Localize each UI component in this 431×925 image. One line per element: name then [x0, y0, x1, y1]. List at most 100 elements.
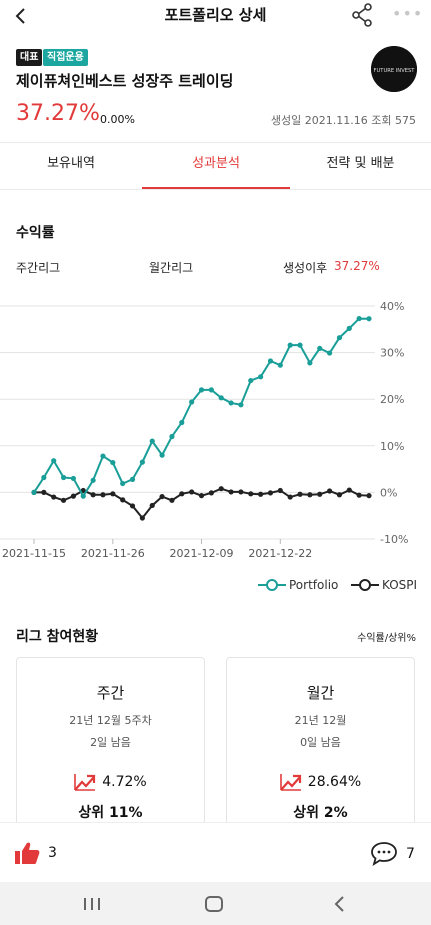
data-point-portfolio: [70, 475, 77, 482]
data-point-portfolio: [248, 377, 254, 384]
legend-kospi[interactable]: KOSPI: [351, 578, 417, 592]
badge-representative: 대표: [16, 49, 43, 66]
data-point-kospi: [297, 491, 303, 497]
more-icon: •••: [392, 4, 424, 23]
data-point-kospi: [60, 497, 67, 503]
data-point-kospi: [277, 487, 283, 494]
daily-change: 0.00%: [100, 113, 135, 126]
badge-direct-managed: 직접운용: [43, 49, 88, 66]
comment-button[interactable]: 7: [370, 841, 415, 867]
data-point-kospi: [307, 492, 313, 498]
y-tick-label: 20%: [380, 393, 404, 406]
legend-kospi-label: KOSPI: [382, 578, 418, 592]
weekly-league-card[interactable]: 주간 21년 12월 5주차 2일 남음 4.72% 상위 11%: [16, 657, 205, 847]
card-title: 월간: [306, 684, 335, 702]
card-remaining: 2일 남음: [90, 736, 131, 749]
card-return-value: 4.72%: [102, 774, 147, 790]
data-point-portfolio: [169, 433, 175, 440]
data-point-portfolio: [198, 387, 205, 393]
card-return: 28.64%: [227, 773, 414, 791]
tab-performance[interactable]: 성과분석: [192, 156, 240, 171]
portfolio-logo: FUTURE INVEST: [371, 46, 417, 92]
y-axis-ticks: 40% 30% 20% 10% 0% -10%: [380, 300, 408, 546]
data-point-kospi: [149, 502, 155, 509]
like-button[interactable]: 3: [14, 841, 57, 865]
data-point-kospi: [326, 488, 333, 494]
system-back-icon[interactable]: [332, 895, 346, 913]
tab-strategy[interactable]: 전략 및 배분: [326, 156, 395, 171]
since-creation-label[interactable]: 생성이후: [283, 261, 328, 275]
data-point-portfolio: [218, 395, 224, 401]
more-button[interactable]: •••: [392, 4, 424, 24]
data-point-kospi: [218, 486, 224, 492]
card-remaining: 0일 남음: [300, 736, 341, 749]
data-point-portfolio: [139, 459, 145, 465]
card-period: 21년 12월: [294, 714, 347, 727]
trending-up-icon: [279, 774, 301, 791]
tab-holdings[interactable]: 보유내역: [47, 156, 95, 171]
data-point-kospi: [120, 497, 126, 503]
data-point-portfolio: [41, 474, 47, 481]
legend-portfolio-label: Portfolio: [289, 578, 339, 592]
back-button[interactable]: [8, 4, 34, 28]
y-tick-label: 10%: [380, 440, 404, 453]
data-point-portfolio: [60, 474, 67, 481]
data-point-kospi: [208, 490, 214, 496]
data-point-portfolio: [51, 458, 57, 464]
action-bar: 3 7: [0, 822, 431, 882]
data-point-portfolio: [80, 493, 86, 499]
data-point-portfolio: [267, 358, 274, 364]
data-point-kospi: [70, 493, 77, 499]
active-tab-indicator: [142, 187, 290, 189]
portfolio-meta: 생성일 2021.11.16 조회 575: [236, 112, 416, 128]
legend-portfolio[interactable]: Portfolio: [258, 578, 338, 592]
back-arrow-icon: [15, 8, 25, 24]
data-point-kospi: [267, 490, 274, 496]
data-point-kospi: [366, 493, 372, 499]
data-point-kospi: [189, 489, 195, 495]
data-point-portfolio: [366, 316, 372, 322]
x-tick-label: 2021-12-22: [248, 547, 312, 560]
data-point-portfolio: [356, 315, 362, 322]
data-point-portfolio: [179, 419, 185, 426]
data-point-portfolio: [189, 399, 195, 405]
data-point-portfolio: [110, 459, 116, 466]
since-creation-value: 37.27%: [334, 259, 380, 273]
data-point-kospi: [100, 492, 106, 498]
share-icon: [352, 3, 372, 27]
legend-portfolio-marker: [258, 579, 286, 591]
y-tick-label: 0%: [380, 486, 397, 499]
x-tick-label: 2021-11-26: [81, 547, 145, 560]
views-label: 조회: [371, 114, 392, 127]
series-line-portfolio: [33, 317, 370, 499]
x-tick-label: 2021-12-09: [170, 547, 234, 560]
y-tick-label: 40%: [380, 300, 404, 313]
tab-bar: 보유내역 성과분석 전략 및 배분: [0, 142, 431, 190]
data-point-portfolio: [258, 374, 264, 380]
data-point-kospi: [356, 492, 362, 498]
returns-title: 수익률: [16, 225, 55, 241]
data-point-kospi: [129, 503, 136, 509]
monthly-league-card[interactable]: 월간 21년 12월 0일 남음 28.64% 상위 2%: [226, 657, 415, 847]
y-tick-label: 30%: [380, 347, 404, 360]
data-point-kospi: [248, 491, 254, 497]
data-point-kospi: [317, 491, 323, 497]
weekly-league-label[interactable]: 주간리그: [16, 261, 61, 275]
monthly-league-label[interactable]: 월간리그: [149, 261, 194, 275]
x-axis-ticks: 2021-11-15 2021-11-26 2021-12-09 2021-12-22: [2, 539, 312, 560]
data-point-portfolio: [120, 480, 126, 487]
card-period: 21년 12월 5주차: [69, 714, 152, 727]
chart-grid: [0, 305, 375, 540]
chart-series: [31, 315, 372, 521]
data-point-kospi: [336, 492, 343, 498]
league-sort-label[interactable]: 수익률/상위%: [357, 633, 416, 644]
like-count: 3: [48, 845, 57, 861]
home-icon[interactable]: [204, 895, 224, 913]
share-button[interactable]: [349, 2, 377, 28]
data-point-portfolio: [336, 335, 343, 341]
data-point-kospi: [110, 491, 116, 497]
recent-apps-icon[interactable]: [82, 896, 102, 912]
data-point-portfolio: [238, 402, 244, 408]
data-point-portfolio: [100, 453, 106, 459]
data-point-kospi: [51, 494, 57, 500]
